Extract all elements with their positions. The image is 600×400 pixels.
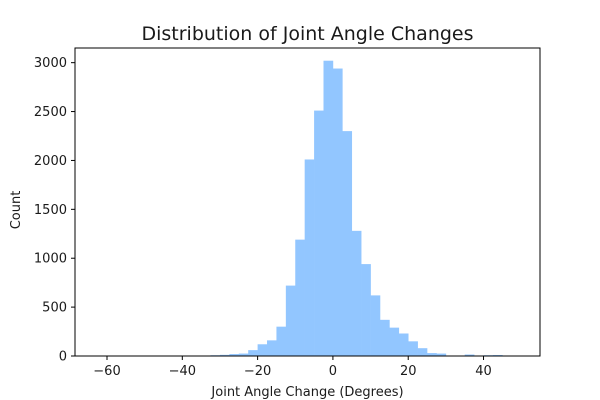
x-axis-ticks: −60 −40 −20 0 20 40 <box>93 356 492 379</box>
histogram-bar <box>323 60 334 357</box>
x-tick-label: 40 <box>475 364 492 379</box>
histogram-bar <box>238 353 249 356</box>
plot-frame <box>74 47 541 357</box>
histogram-bar <box>361 264 371 356</box>
histogram-bar <box>342 131 353 356</box>
histogram-bar <box>295 239 305 356</box>
histogram-bar <box>398 333 409 356</box>
x-tick-label: −60 <box>93 364 120 379</box>
histogram-bar <box>285 285 296 356</box>
y-tick-label: 3000 <box>34 56 67 71</box>
histogram-bar <box>314 110 324 356</box>
histogram-bar <box>417 348 428 356</box>
y-tick-label: 2500 <box>34 105 67 120</box>
y-tick-label: 2000 <box>34 154 67 169</box>
x-tick-label: −40 <box>169 364 196 379</box>
y-tick-label: 1000 <box>34 252 67 267</box>
x-axis-label: Joint Angle Change (Degrees) <box>210 385 403 400</box>
y-tick-label: 1500 <box>34 203 67 218</box>
bars <box>182 60 513 357</box>
histogram-bar <box>219 354 230 356</box>
histogram-bar <box>427 353 437 356</box>
plot-area: −60 −40 −20 0 20 40 0 500 1000 1500 2000 2500 3000 <box>34 47 541 379</box>
histogram-bar <box>408 341 418 356</box>
histogram-bar <box>351 230 362 356</box>
histogram-bar <box>436 353 447 356</box>
histogram-bar <box>267 340 277 356</box>
histogram-bar <box>276 326 287 356</box>
y-axis-ticks: 0 500 1000 1500 2000 2500 3000 <box>34 56 75 365</box>
histogram-bar <box>389 327 400 356</box>
x-tick-label: 0 <box>329 364 337 379</box>
histogram-bar <box>248 350 258 356</box>
histogram-bar <box>229 354 240 356</box>
x-tick-label: 20 <box>400 364 417 379</box>
histogram-bar <box>257 344 268 356</box>
y-tick-label: 0 <box>59 350 67 365</box>
y-tick-label: 500 <box>42 301 67 316</box>
histogram-bar <box>464 354 475 356</box>
histogram-bar <box>379 319 390 356</box>
histogram-bar <box>370 295 381 356</box>
chart-title: Distribution of Joint Angle Changes <box>141 23 473 45</box>
histogram-bar <box>304 159 315 356</box>
y-axis-label: Count <box>9 191 24 230</box>
x-tick-label: −20 <box>244 364 271 379</box>
histogram-bar <box>332 68 343 356</box>
